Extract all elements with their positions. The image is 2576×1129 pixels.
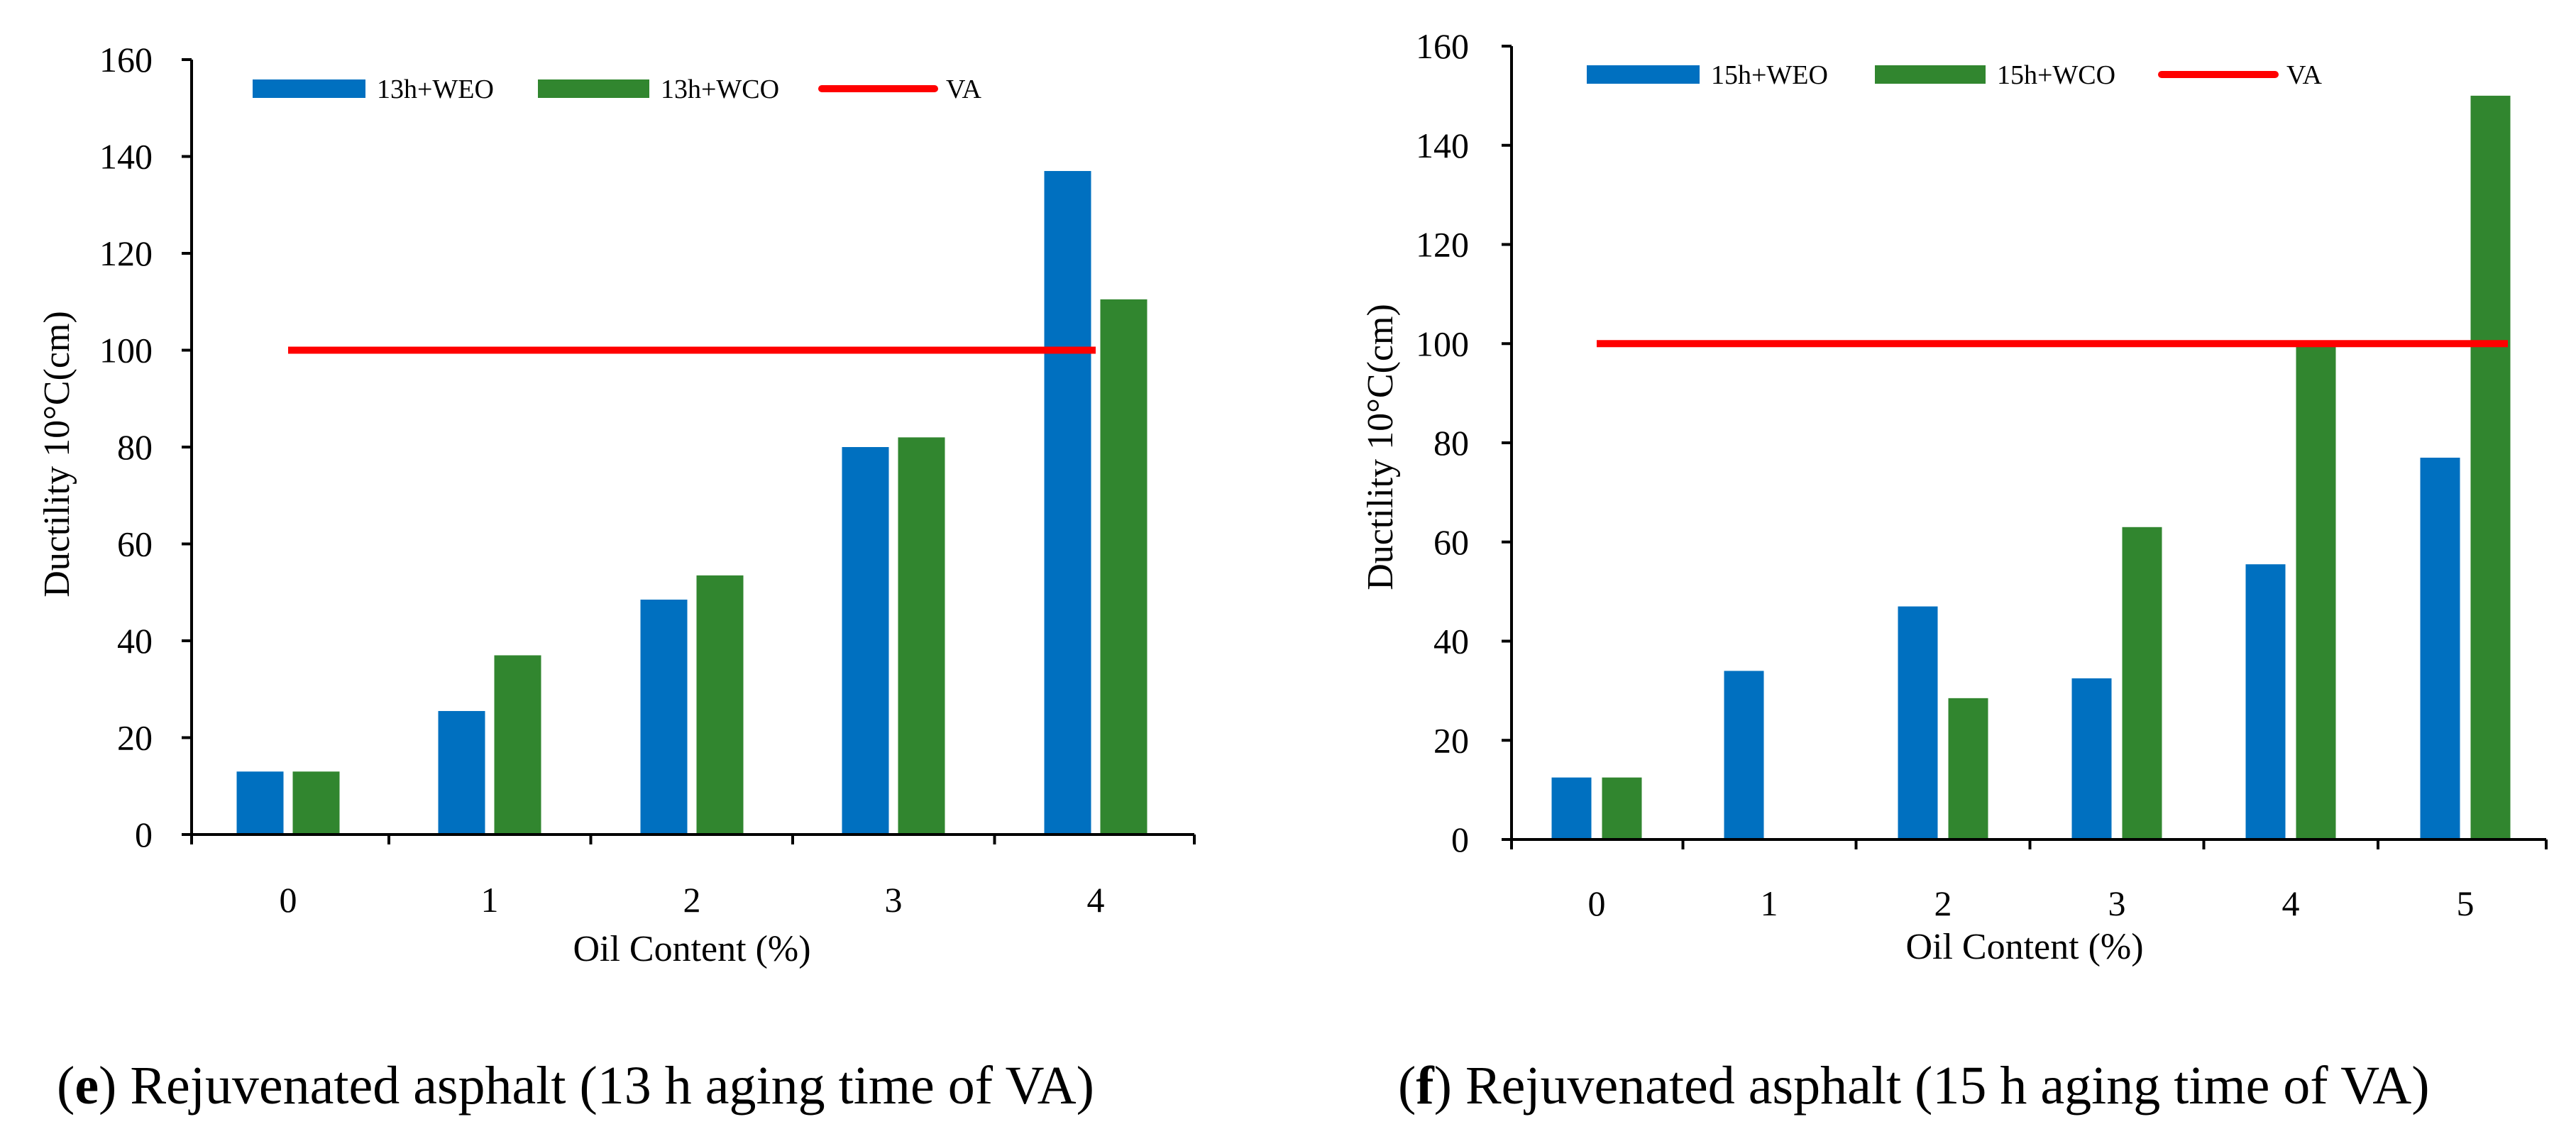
y-axis-title: Ductility 10°C(cm) (1360, 304, 1401, 590)
x-tick-label: 4 (1087, 880, 1105, 920)
bar-13h-weo-3 (842, 447, 889, 835)
bars-group (236, 170, 1147, 835)
bar-15h-wco-0 (1602, 777, 1642, 839)
caption-e: (e) Rejuvenated asphalt (13 h aging time… (57, 1056, 1094, 1116)
x-tick-label: 3 (885, 880, 903, 920)
y-tick-label: 120 (99, 233, 153, 273)
legend-swatch-15h-weo (1587, 65, 1700, 84)
x-tick-label: 3 (2108, 883, 2126, 923)
bars-group (1551, 95, 2511, 839)
legend-swatch-13h-weo (253, 79, 365, 98)
y-tick-label: 0 (135, 815, 153, 854)
x-tick-label: 4 (2282, 883, 2300, 923)
y-tick-label: 0 (1451, 820, 1469, 859)
x-tick-label: 1 (1761, 883, 1778, 923)
y-tick-label: 40 (1433, 622, 1469, 661)
caption-letter: e (75, 1056, 99, 1116)
bar-15h-weo-2 (1898, 606, 1938, 839)
legend-label: 15h+WEO (1711, 60, 1828, 90)
caption-description: Rejuvenated asphalt (15 h aging time of … (1452, 1056, 2430, 1116)
bar-15h-weo-1 (1724, 671, 1764, 839)
y-tick-label: 100 (1416, 324, 1469, 363)
legend-label: 13h+WCO (661, 75, 779, 104)
x-tick-label: 0 (1588, 883, 1606, 923)
y-tick-label: 160 (1416, 26, 1469, 66)
caption-f: (f) Rejuvenated asphalt (15 h aging time… (1398, 1056, 2430, 1116)
bar-15h-weo-3 (2071, 678, 2112, 839)
legend-label: 13h+WEO (377, 75, 494, 104)
y-tick-label: 20 (117, 718, 153, 758)
x-tick-label: 1 (481, 880, 499, 920)
chart-panel-f: 0 20 40 60 80 100 120 140 160 0 1 2 3 4 5 Oil Content … (1360, 26, 2548, 967)
y-tick-label: 140 (1416, 126, 1469, 165)
axes-group (1502, 45, 2548, 849)
y-tick-label: 60 (1433, 522, 1469, 562)
bar-15h-weo-5 (2420, 457, 2460, 839)
y-tick-label: 20 (1433, 720, 1469, 760)
bar-15h-wco-5 (2470, 95, 2511, 839)
legend-label: VA (946, 75, 982, 104)
y-tick-label: 100 (99, 331, 153, 370)
y-axis-title: Ductility 10°C(cm) (37, 311, 77, 597)
bar-13h-weo-4 (1044, 170, 1091, 835)
legend-label: 15h+WCO (1997, 60, 2115, 90)
x-tick-label: 2 (683, 880, 701, 920)
bar-15h-wco-3 (2122, 527, 2162, 839)
x-tick-label: 0 (280, 880, 297, 920)
tick-labels-group: 0 20 40 60 80 100 120 140 160 0 1 2 3 4 5 (1416, 26, 2475, 923)
caption-description: Rejuvenated asphalt (13 h aging time of … (116, 1056, 1094, 1116)
bar-13h-wco-2 (696, 575, 744, 835)
y-tick-label: 60 (117, 524, 153, 564)
bar-15h-wco-2 (1948, 698, 1988, 839)
bar-13h-weo-2 (640, 599, 688, 835)
legend-swatch-15h-wco (1875, 65, 1986, 84)
y-tick-label: 140 (99, 137, 153, 177)
y-tick-label: 80 (117, 427, 153, 467)
axes-group (182, 58, 1196, 844)
x-tick-label: 2 (1934, 883, 1952, 923)
bar-13h-wco-0 (292, 771, 340, 835)
y-tick-label: 40 (117, 621, 153, 661)
x-axis-title: Oil Content (%) (1905, 927, 2143, 967)
bar-13h-wco-3 (898, 437, 945, 835)
chart-panel-e: 0 20 40 60 80 100 120 140 160 0 1 2 3 4 Oil Content (… (37, 40, 1196, 969)
bar-15h-wco-4 (2296, 343, 2336, 839)
bar-13h-weo-0 (236, 771, 284, 835)
y-tick-label: 160 (99, 40, 153, 79)
bar-13h-weo-1 (438, 710, 485, 835)
x-tick-label: 5 (2457, 883, 2475, 923)
legend: 15h+WEO 15h+WCO VA (1587, 60, 2323, 90)
legend-swatch-13h-wco (538, 79, 649, 98)
y-tick-label: 120 (1416, 225, 1469, 265)
bar-13h-wco-4 (1100, 299, 1147, 835)
bar-15h-weo-4 (2245, 564, 2286, 839)
legend-label: VA (2286, 60, 2323, 90)
caption-letter: f (1416, 1056, 1435, 1116)
y-tick-label: 80 (1433, 423, 1469, 463)
x-axis-title: Oil Content (%) (573, 929, 810, 969)
tick-labels-group: 0 20 40 60 80 100 120 140 160 0 1 2 3 4 (99, 40, 1105, 920)
bar-13h-wco-1 (494, 655, 541, 835)
bar-15h-weo-0 (1551, 777, 1592, 839)
legend: 13h+WEO 13h+WCO VA (253, 75, 982, 104)
